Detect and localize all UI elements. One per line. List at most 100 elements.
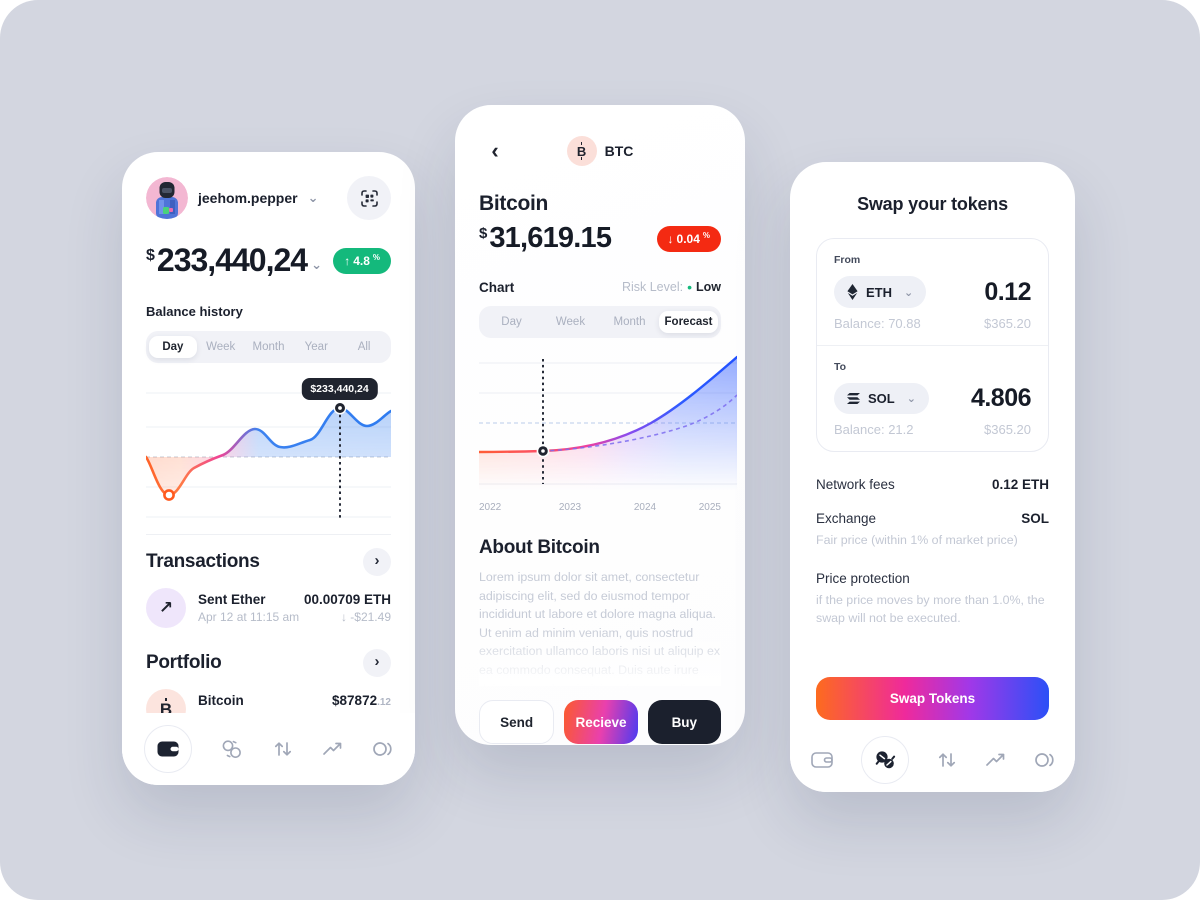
transaction-name: Sent Ether: [198, 592, 266, 607]
from-token-symbol: ETH: [866, 284, 892, 300]
trend-icon: [986, 753, 1005, 766]
wallet-icon: [811, 752, 833, 768]
transactions-more-button[interactable]: ›: [363, 548, 391, 576]
tab-all[interactable]: All: [357, 341, 371, 353]
tab-month[interactable]: Month: [613, 316, 646, 328]
price-row: $ 31,619.15 ↓ 0.04%: [479, 222, 721, 255]
nav-markets[interactable]: [985, 751, 1006, 769]
tab-year[interactable]: Year: [304, 341, 328, 353]
balance-history-label: Balance history: [146, 304, 243, 319]
nav-transfer[interactable]: [936, 750, 958, 770]
price-change-badge: ↓ 0.04%: [656, 225, 721, 252]
avatar-art: [146, 177, 188, 219]
year-label: 2023: [558, 502, 582, 513]
balance-change-badge: ↑ 4.8%: [333, 247, 391, 274]
chart-tooltip: $233,440,24: [301, 378, 378, 400]
tab-week[interactable]: Week: [555, 316, 586, 328]
forecast-chart-svg: [477, 355, 739, 491]
asset-value: $87872: [332, 693, 378, 708]
chevron-down-icon: ⌄: [906, 393, 916, 405]
username: jeehom.pepper: [198, 190, 298, 206]
swap-title: Swap your tokens: [857, 194, 1008, 214]
transactions-title: Transactions: [146, 551, 260, 572]
about-section: Lorem ipsum dolor sit amet, consectetur …: [479, 568, 721, 686]
to-balance: Balance: 21.2: [834, 422, 914, 437]
tab-day[interactable]: Day: [501, 316, 522, 328]
portfolio-title: Portfolio: [146, 652, 222, 673]
swap-card: From ETH ⌄ 0.12 Balance:: [816, 238, 1049, 452]
exchange-row: Exchange SOL: [816, 511, 1049, 526]
exchange-value: SOL: [1021, 511, 1049, 526]
nav-markets[interactable]: [322, 740, 343, 758]
from-fiat-value: $365.20: [984, 316, 1031, 331]
asset-name: Bitcoin: [198, 693, 244, 708]
nav-browser[interactable]: [371, 740, 393, 758]
swap-from-section: From ETH ⌄ 0.12 Balance:: [817, 239, 1048, 345]
year-label: 2025: [698, 502, 721, 513]
network-fees-value: 0.12 ETH: [991, 477, 1049, 492]
from-amount[interactable]: 0.12: [984, 277, 1031, 306]
back-button[interactable]: ‹: [491, 138, 499, 163]
nav-transfer[interactable]: [272, 739, 294, 759]
swap-screen: Swap your tokens From ETH ⌄ 0.12: [790, 162, 1075, 792]
balance-chevron-icon[interactable]: ⌄: [311, 256, 322, 272]
tab-week[interactable]: Week: [206, 341, 236, 353]
btc-glyph: B: [576, 142, 587, 160]
about-title: About Bitcoin: [479, 537, 600, 558]
tab-forecast[interactable]: Forecast: [659, 311, 718, 333]
price-value: 31,619.15: [489, 222, 612, 254]
change-arrow-icon: ↑: [344, 253, 351, 268]
action-buttons: Send Recieve Buy: [479, 700, 721, 744]
nav-wallet[interactable]: [144, 725, 192, 773]
risk-dot-icon: •: [687, 279, 692, 295]
risk-level: Risk Level: • Low: [622, 279, 721, 295]
to-token-selector[interactable]: SOL ⌄: [834, 383, 929, 414]
account-switcher[interactable]: jeehom.pepper ⌄: [146, 177, 319, 219]
tab-month[interactable]: Month: [252, 341, 285, 353]
to-amount[interactable]: 4.806: [970, 384, 1032, 412]
year-label: 2022: [479, 502, 502, 513]
from-token-selector[interactable]: ETH ⌄: [834, 276, 927, 308]
section-divider: [146, 534, 391, 535]
transaction-fiat: ↓ -$21.49: [340, 610, 391, 624]
portfolio-more-button[interactable]: ›: [363, 649, 391, 677]
tab-day[interactable]: Day: [149, 336, 197, 358]
card-divider: [817, 345, 1048, 346]
swap-tokens-button[interactable]: Swap Tokens: [816, 677, 1049, 720]
transfer-arrows-icon: [938, 753, 956, 767]
balance-history-chart[interactable]: $233,440,24: [144, 378, 393, 528]
nav-wallet[interactable]: [810, 750, 834, 770]
bitcoin-detail-screen: ‹ B BTC Bitcoin $ 31,619.15 ↓ 0.04% Chart…: [455, 105, 745, 745]
forecast-chart[interactable]: 2022 2023 2024 2025: [477, 351, 739, 516]
avatar: [146, 177, 188, 219]
qr-scan-button[interactable]: [347, 176, 391, 220]
buy-button[interactable]: Buy: [647, 700, 721, 744]
total-balance: $ 233,440,24 ⌄ ↑ 4.8%: [146, 242, 391, 279]
send-button[interactable]: Send: [479, 700, 555, 744]
change-value: 4.8: [353, 253, 370, 268]
period-tabs: Day Week Month Year All: [146, 331, 391, 363]
network-fees-row: Network fees 0.12 ETH: [816, 477, 1049, 492]
change-arrow-icon: ↓: [667, 231, 674, 246]
browser-icon: [1035, 753, 1054, 767]
year-label: 2024: [633, 502, 657, 513]
from-label: From: [834, 254, 861, 266]
sent-arrow-icon: ↗: [146, 588, 186, 628]
forecast-tabs: Day Week Month Forecast: [479, 306, 721, 338]
swap-to-section: To SOL ⌄ 4.806: [817, 346, 1048, 451]
balance-chart-svg: [144, 392, 393, 519]
receive-button[interactable]: Recieve: [564, 700, 638, 744]
price-protection-label: Price protection: [816, 570, 910, 586]
exchange-label: Exchange: [816, 511, 877, 526]
wallet-header: jeehom.pepper ⌄: [146, 176, 391, 220]
x-axis-labels: 2022 2023 2024 2025: [479, 502, 721, 516]
to-fiat-value: $365.20: [984, 422, 1031, 437]
transaction-row[interactable]: ↗ Sent Ether Apr 12 at 11:15 am 00.00709…: [146, 588, 391, 628]
text-fade-overlay: [479, 628, 721, 686]
btc-badge-icon: B: [566, 136, 597, 166]
change-value: 0.04: [676, 231, 700, 246]
nav-browser[interactable]: [1033, 751, 1055, 769]
nav-swap[interactable]: [220, 739, 243, 759]
nav-swap[interactable]: [861, 736, 909, 784]
